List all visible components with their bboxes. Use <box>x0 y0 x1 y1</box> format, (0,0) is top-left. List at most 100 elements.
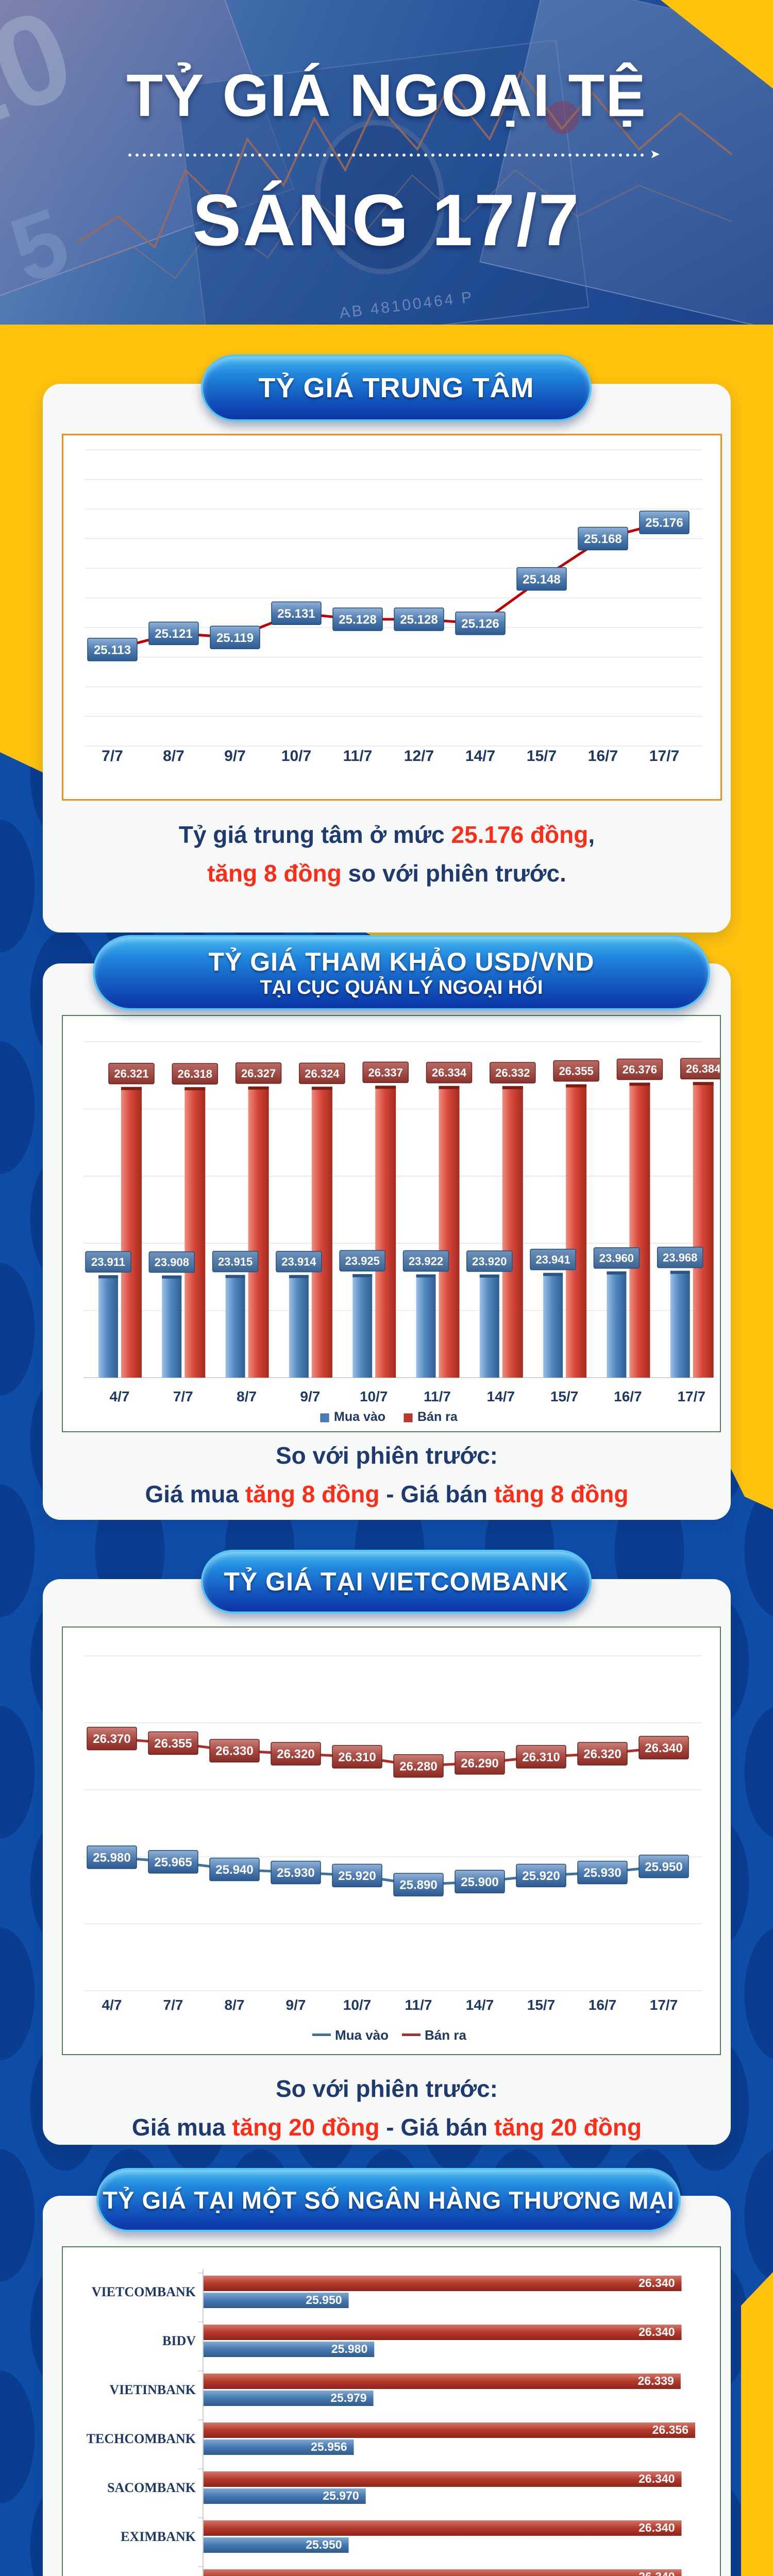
svg-text:15/7: 15/7 <box>550 1388 579 1404</box>
data-label-box <box>108 1063 155 1084</box>
svg-text:16/7: 16/7 <box>588 748 618 765</box>
svg-text:26.340: 26.340 <box>638 2570 675 2576</box>
bar-mua-vao <box>607 1271 627 1378</box>
data-label-box <box>553 1060 599 1082</box>
svg-text:26.337: 26.337 <box>368 1066 403 1079</box>
commercial-banks-chart-box: 26.340 25.950 VIETCOMBANK 26.340 25.980 BIDV 2… <box>62 2246 721 2576</box>
bar-mua-vao <box>416 1274 436 1378</box>
data-label-box <box>680 1058 720 1079</box>
svg-text:26.327: 26.327 <box>241 1067 276 1080</box>
svg-text:15/7: 15/7 <box>527 748 557 765</box>
header-blue-tint <box>0 0 773 325</box>
bar-gia-mua <box>204 2488 366 2504</box>
data-label-box <box>638 1736 689 1759</box>
bar-mua-vao <box>479 1274 499 1378</box>
data-labels: 26.321 26.318 26.327 26.324 26.337 26.334 26.3… <box>85 1058 720 1273</box>
svg-text:25.900: 25.900 <box>461 1875 498 1889</box>
svg-text:TECHCOMBANK: TECHCOMBANK <box>87 2431 196 2446</box>
svg-text:17/7: 17/7 <box>649 748 679 765</box>
svg-text:25.940: 25.940 <box>215 1863 253 1877</box>
svg-text:25.965: 25.965 <box>154 1855 192 1869</box>
central-rate-line-chart: 25.113 25.121 25.119 25.131 25.128 25.128 25.1… <box>85 449 702 765</box>
svg-text:26.324: 26.324 <box>305 1067 340 1080</box>
svg-text:26.340: 26.340 <box>638 2325 675 2338</box>
vietcombank-chart-box: 26.370 26.355 26.330 26.320 26.310 26.280 26.2… <box>62 1626 721 2055</box>
svg-text:10/7: 10/7 <box>343 1997 372 2013</box>
bar-gia-mua <box>204 2537 349 2553</box>
svg-text:12/7: 12/7 <box>404 748 434 765</box>
bar-ban-ra <box>121 1087 142 1378</box>
section-title: TỶ GIÁ THAM KHẢO USD/VND <box>208 947 595 976</box>
section-header-vietcombank: TỶ GIÁ TẠI VIETCOMBANK <box>201 1550 592 1614</box>
svg-text:Mua vào: Mua vào <box>334 1410 385 1424</box>
svg-text:7/7: 7/7 <box>102 748 123 765</box>
rate-line <box>112 521 665 651</box>
data-label-box <box>516 1863 566 1888</box>
reference-rate-summary: So với phiên trước: Giá mua tăng 8 đồng … <box>43 1436 731 1513</box>
bar-ban-ra <box>439 1086 460 1378</box>
gridlines <box>85 449 702 747</box>
data-label-box <box>299 1062 345 1084</box>
legend: Mua vào Bán ra <box>320 1410 458 1424</box>
data-label-box <box>593 1247 640 1269</box>
svg-text:23.968: 23.968 <box>663 1251 697 1264</box>
data-label-box <box>393 1873 444 1896</box>
data-label-box <box>271 1742 321 1766</box>
svg-text:25.113: 25.113 <box>94 643 131 657</box>
svg-text:25.126: 25.126 <box>461 617 499 631</box>
data-label-box <box>516 567 567 591</box>
svg-text:23.960: 23.960 <box>599 1252 634 1265</box>
svg-text:14/7: 14/7 <box>466 1997 494 2013</box>
svg-text:26.356: 26.356 <box>652 2423 688 2436</box>
svg-text:25.121: 25.121 <box>155 627 192 641</box>
usd-reference-bar-chart: 26.321 26.318 26.327 26.324 26.337 26.334 26.3… <box>83 1041 720 1424</box>
svg-text:26.320: 26.320 <box>583 1748 621 1761</box>
data-labels: 25.113 25.121 25.119 25.131 25.128 25.128 25.1… <box>87 511 690 662</box>
svg-text:25.168: 25.168 <box>584 532 621 546</box>
section-title: TỶ GIÁ TẠI MỘT SỐ NGÂN HÀNG THƯƠNG MẠI <box>103 2186 675 2214</box>
svg-text:4/7: 4/7 <box>102 1997 122 2013</box>
data-label-box <box>455 1870 505 1893</box>
bar-gia-mua <box>204 2439 354 2455</box>
data-label-box <box>393 1754 444 1778</box>
section-subtitle: TẠI CỤC QUẢN LÝ NGOẠI HỐI <box>260 976 543 998</box>
svg-text:Bán ra: Bán ra <box>425 2027 466 2043</box>
bar-ban-ra <box>375 1086 396 1378</box>
svg-text:26.310: 26.310 <box>338 1751 376 1765</box>
summary-text: So với phiên trước: <box>276 1442 498 1469</box>
svg-text:23.908: 23.908 <box>155 1256 189 1269</box>
data-label-box <box>87 1845 137 1869</box>
x-axis-labels: 4/7 7/7 8/7 9/7 10/7 11/7 14/7 15/7 16/7 17/7 <box>110 1388 705 1404</box>
bank-rows: 26.340 25.950 VIETCOMBANK 26.340 25.980 BIDV 2… <box>87 2276 695 2576</box>
data-label-box <box>490 1062 536 1083</box>
svg-text:23.925: 23.925 <box>345 1255 380 1267</box>
svg-text:9/7: 9/7 <box>224 748 246 765</box>
central-rate-summary: Tỷ giá trung tâm ở mức 25.176 đồng, tăng… <box>43 816 731 892</box>
svg-text:10/7: 10/7 <box>281 748 311 765</box>
svg-text:26.332: 26.332 <box>495 1066 530 1079</box>
svg-text:BIDV: BIDV <box>162 2333 196 2348</box>
svg-text:11/7: 11/7 <box>343 748 373 765</box>
bar-gia-ban <box>204 2520 682 2536</box>
svg-text:26.280: 26.280 <box>399 1759 437 1773</box>
svg-text:Mua vào: Mua vào <box>335 2027 389 2043</box>
bar-ban-ra <box>248 1086 269 1378</box>
commercial-banks-bar-chart: 26.340 25.950 VIETCOMBANK 26.340 25.980 BIDV 2… <box>87 2269 695 2576</box>
svg-text:26.355: 26.355 <box>559 1065 593 1078</box>
section-header-commercial-banks: TỶ GIÁ TẠI MỘT SỐ NGÂN HÀNG THƯƠNG MẠI <box>96 2168 681 2232</box>
bar-gia-ban <box>204 2422 695 2438</box>
bar-mua-vao <box>98 1275 118 1378</box>
svg-text:25.148: 25.148 <box>523 572 560 586</box>
summary-text: Giá mua <box>145 1480 245 1507</box>
page-title: TỶ GIÁ NGOẠI TỆ <box>126 62 647 129</box>
data-label-box <box>209 1739 260 1762</box>
bar-gia-mua <box>204 2342 375 2357</box>
svg-text:EXIMBANK: EXIMBANK <box>121 2529 196 2544</box>
summary-text: Giá mua <box>131 2113 232 2141</box>
data-label-box <box>332 1745 382 1769</box>
rate-line <box>111 1856 664 1886</box>
card-vietcombank: 26.370 26.355 26.330 26.320 26.310 26.280 26.2… <box>43 1579 731 2145</box>
svg-text:25.128: 25.128 <box>339 613 376 627</box>
section-header-central-rate: TỶ GIÁ TRUNG TÂM <box>201 354 592 421</box>
